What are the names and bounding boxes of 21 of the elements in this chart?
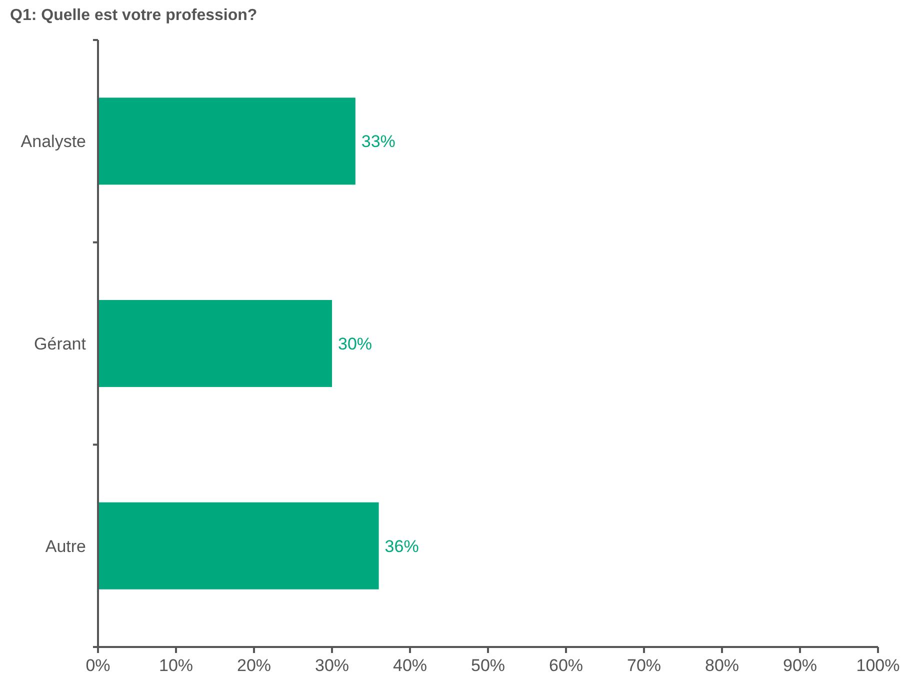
bar	[98, 502, 379, 590]
x-tick-label: 40%	[392, 656, 428, 675]
bar	[98, 300, 332, 387]
x-tick-label: 70%	[626, 656, 662, 675]
bar	[98, 98, 356, 185]
x-tick-label: 80%	[704, 656, 740, 675]
x-tick-label: 60%	[548, 656, 584, 675]
y-tick-label: Analyste	[20, 132, 86, 152]
x-tick-label: 90%	[782, 656, 818, 675]
data-label: 36%	[384, 536, 419, 556]
y-tick-label: Gérant	[34, 334, 86, 354]
x-tick-label: 50%	[470, 656, 506, 675]
y-tick-label: Autre	[45, 536, 86, 556]
data-label: 30%	[338, 334, 372, 354]
x-tick-label: 100%	[856, 656, 900, 675]
x-tick-label: 20%	[236, 656, 272, 675]
chart-title: Q1: Quelle est votre profession?	[10, 7, 258, 24]
x-tick-label: 10%	[158, 656, 194, 675]
data-label: 33%	[361, 132, 396, 152]
x-tick-label: 0%	[86, 656, 110, 675]
x-tick-label: 30%	[314, 656, 350, 675]
